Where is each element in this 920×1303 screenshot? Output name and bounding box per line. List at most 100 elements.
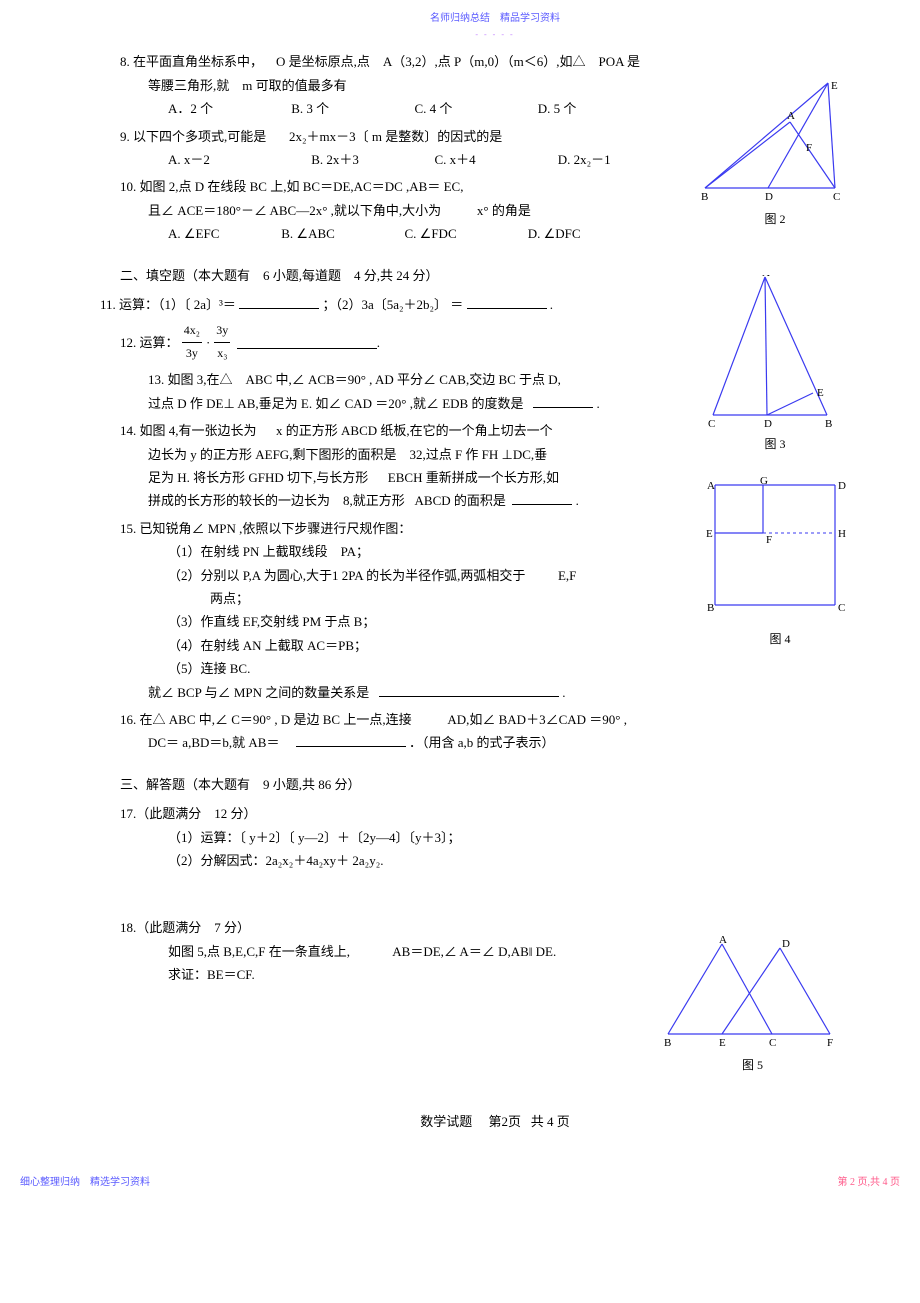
q9-text: 9. 以下四个多项式,可能是 <box>120 129 266 144</box>
svg-text:D: D <box>764 418 772 430</box>
svg-text:C: C <box>833 191 840 203</box>
q15-s3: （3）作直线 EF,交射线 PM 于点 B； <box>120 610 680 633</box>
q14-l3a: 足为 H. 将长方形 GFHD 切下,与长方形 <box>148 470 368 485</box>
q18-l2: 求证：BE＝CF. <box>120 963 680 986</box>
svg-text:B: B <box>825 418 832 430</box>
q12-frac2: 3yx₃ <box>214 320 230 364</box>
bottom-bar: 细心整理归纳 精选学习资料 第 2 页,共 4 页 <box>0 1164 920 1202</box>
q15-s2c: E,F <box>558 568 576 583</box>
q9-expr: 2x₂＋mx－3〔 m 是整数〕的因式的是 <box>289 129 502 144</box>
q11-p1: 11. 运算：（1）〔 2a〕³＝ <box>100 297 236 312</box>
q14-end: . <box>576 493 579 508</box>
q15-s2d: 两点； <box>120 587 680 610</box>
svg-text:H: H <box>838 528 846 540</box>
q8-choice-d: D. 5 个 <box>538 97 577 120</box>
q11-p3: . <box>550 297 553 312</box>
q10-choice-b: B. ∠ABC <box>281 222 401 245</box>
q18-title: 18.（此题满分 7 分） <box>120 916 680 939</box>
figure-5-caption: 图 5 <box>660 1055 845 1077</box>
footer-c: 共 4 页 <box>531 1114 570 1129</box>
svg-text:F: F <box>827 1037 833 1049</box>
q16-l1: 16. 在△ ABC 中,∠ C＝90° , D 是边 BC 上一点,连接 <box>120 712 412 727</box>
q15-end: . <box>562 685 565 700</box>
q13-end: . <box>596 396 599 411</box>
svg-text:G: G <box>760 475 768 487</box>
svg-text:A: A <box>719 936 727 946</box>
q18-l1b: AB＝DE,∠ A＝∠ D,AB‖ DE. <box>392 944 556 959</box>
q15-s2a: （2）分别以 P,A 为圆心,大于1 2PA <box>168 568 363 583</box>
svg-text:B: B <box>664 1037 671 1049</box>
question-11: 11. 运算：（1）〔 2a〕³＝ ；（2）3a〔5a₂＋2b₂〕 ＝ . <box>100 293 680 316</box>
question-10: 10. 如图 2,点 D 在线段 BC 上,如 BC＝DE,AC＝DC ,AB＝… <box>120 175 680 245</box>
q15-s5: （5）连接 BC. <box>120 657 680 680</box>
svg-text:C: C <box>769 1037 776 1049</box>
q9-choice-c: C. x＋4 <box>435 148 555 171</box>
q18-l1a: 如图 5,点 B,E,C,F 在一条直线上, <box>168 944 350 959</box>
footer-a: 数学试题 <box>420 1114 472 1129</box>
q10-l1: 10. 如图 2,点 D 在线段 BC 上,如 BC＝DE,AC＝DC ,AB＝… <box>120 175 680 198</box>
svg-text:F: F <box>766 534 772 546</box>
q14-blank <box>512 491 572 505</box>
svg-text:E: E <box>817 387 824 399</box>
q8-t4: POA 是 <box>599 54 641 69</box>
q8-t3: A（3,2）,点 P（m,0）（m＜6）,如△ <box>383 54 586 69</box>
question-13: 13. 如图 3,在△ ABC 中,∠ ACB＝90° , AD 平分∠ CAB… <box>120 368 680 415</box>
q12-label: 12. 运算： <box>120 331 179 354</box>
svg-text:E: E <box>706 528 713 540</box>
q16-l2a: DC＝ a,BD＝b,就 AB＝ <box>148 735 279 750</box>
header-line-2: - - - - - <box>120 28 870 42</box>
figure-3: A E C D B 图 3 <box>705 275 845 456</box>
q9-choice-d: D. 2x₂－1 <box>558 148 611 171</box>
svg-text:E: E <box>831 80 838 92</box>
question-9: 9. 以下四个多项式,可能是 2x₂＋mx－3〔 m 是整数〕的因式的是 A. … <box>120 125 680 172</box>
q15-blank <box>379 683 559 697</box>
svg-text:B: B <box>701 191 708 203</box>
q10-choice-c: C. ∠FDC <box>405 222 525 245</box>
section-2-title: 二、填空题（本大题有 6 小题,每道题 4 分,共 24 分） <box>120 264 680 287</box>
question-17: 17.（此题满分 12 分） （1）运算：〔 y＋2〕〔 y—2〕＋〔2y—4〕… <box>120 802 680 872</box>
q12-frac1: 4x₂3y <box>182 320 202 364</box>
q17-s2: （2）分解因式：2a₂x₂＋4a₂xy＋ 2a₂y₂. <box>120 849 680 872</box>
svg-text:A: A <box>787 110 795 122</box>
q14-l1: 14. 如图 4,有一张边长为 <box>120 423 257 438</box>
bottom-left: 细心整理归纳 精选学习资料 <box>20 1174 150 1192</box>
bottom-right: 第 2 页,共 4 页 <box>838 1174 901 1192</box>
q13-l1: 13. 如图 3,在△ ABC 中,∠ ACB＝90° , AD 平分∠ CAB… <box>120 368 680 391</box>
q13-l2: 过点 D 作 DE⊥ AB,垂足为 E. 如∠ CAD ＝20° ,就∠ EDB… <box>148 396 523 411</box>
q12-end: . <box>377 331 380 354</box>
question-18: 18.（此题满分 7 分） 如图 5,点 B,E,C,F 在一条直线上, AB＝… <box>120 916 680 986</box>
q15-l1: 15. 已知锐角∠ MPN ,依照以下步骤进行尺规作图： <box>120 517 680 540</box>
svg-text:A: A <box>762 275 770 279</box>
q14-l3b: EBCH 重新拼成一个长方形,如 <box>388 470 559 485</box>
q9-choice-b: B. 2x＋3 <box>311 148 431 171</box>
q17-s1: （1）运算：〔 y＋2〕〔 y—2〕＋〔2y—4〕〔y＋3〕； <box>120 826 680 849</box>
q8-t2: O 是坐标原点,点 <box>276 54 370 69</box>
q11-blank-2 <box>467 295 547 309</box>
svg-text:D: D <box>838 480 846 492</box>
q8-sub: 等腰三角形,就 m 可取的值最多有 <box>120 74 680 97</box>
figure-3-caption: 图 3 <box>705 434 845 456</box>
q14-l1b: x 的正方形 ABCD 纸板,在它的一个角上切去一个 <box>276 423 553 438</box>
question-14: 14. 如图 4,有一张边长为 x 的正方形 ABCD 纸板,在它的一个角上切去… <box>120 419 680 513</box>
q15-s4: （4）在射线 AN 上截取 AC＝PB； <box>120 634 680 657</box>
q14-l4b: ABCD 的面积是 <box>415 493 506 508</box>
q11-blank-1 <box>239 295 319 309</box>
figure-2-caption: 图 2 <box>700 209 850 231</box>
svg-text:D: D <box>782 938 790 950</box>
svg-text:E: E <box>719 1037 726 1049</box>
header-line-1: 名师归纳总结 精品学习资料 <box>120 10 870 28</box>
q8-choice-a: A．2 个 <box>168 97 288 120</box>
q10-choice-a: A. ∠EFC <box>168 222 278 245</box>
question-16: 16. 在△ ABC 中,∠ C＝90° , D 是边 BC 上一点,连接 AD… <box>120 708 680 755</box>
q17-title: 17.（此题满分 12 分） <box>120 802 680 825</box>
q14-l4a: 拼成的长方形的较长的一边长为 8,就正方形 <box>148 493 405 508</box>
q8-choice-c: C. 4 个 <box>415 97 535 120</box>
question-12: 12. 运算： 4x₂3y · 3yx₃ . <box>120 320 680 364</box>
q9-choice-a: A. x－2 <box>168 148 308 171</box>
q10-choice-d: D. ∠DFC <box>528 222 581 245</box>
svg-text:D: D <box>765 191 773 203</box>
q13-blank <box>533 394 593 408</box>
svg-text:C: C <box>708 418 715 430</box>
q16-blank <box>296 733 406 747</box>
q15-s2b: 的长为半径作弧,两弧相交于 <box>366 568 525 583</box>
